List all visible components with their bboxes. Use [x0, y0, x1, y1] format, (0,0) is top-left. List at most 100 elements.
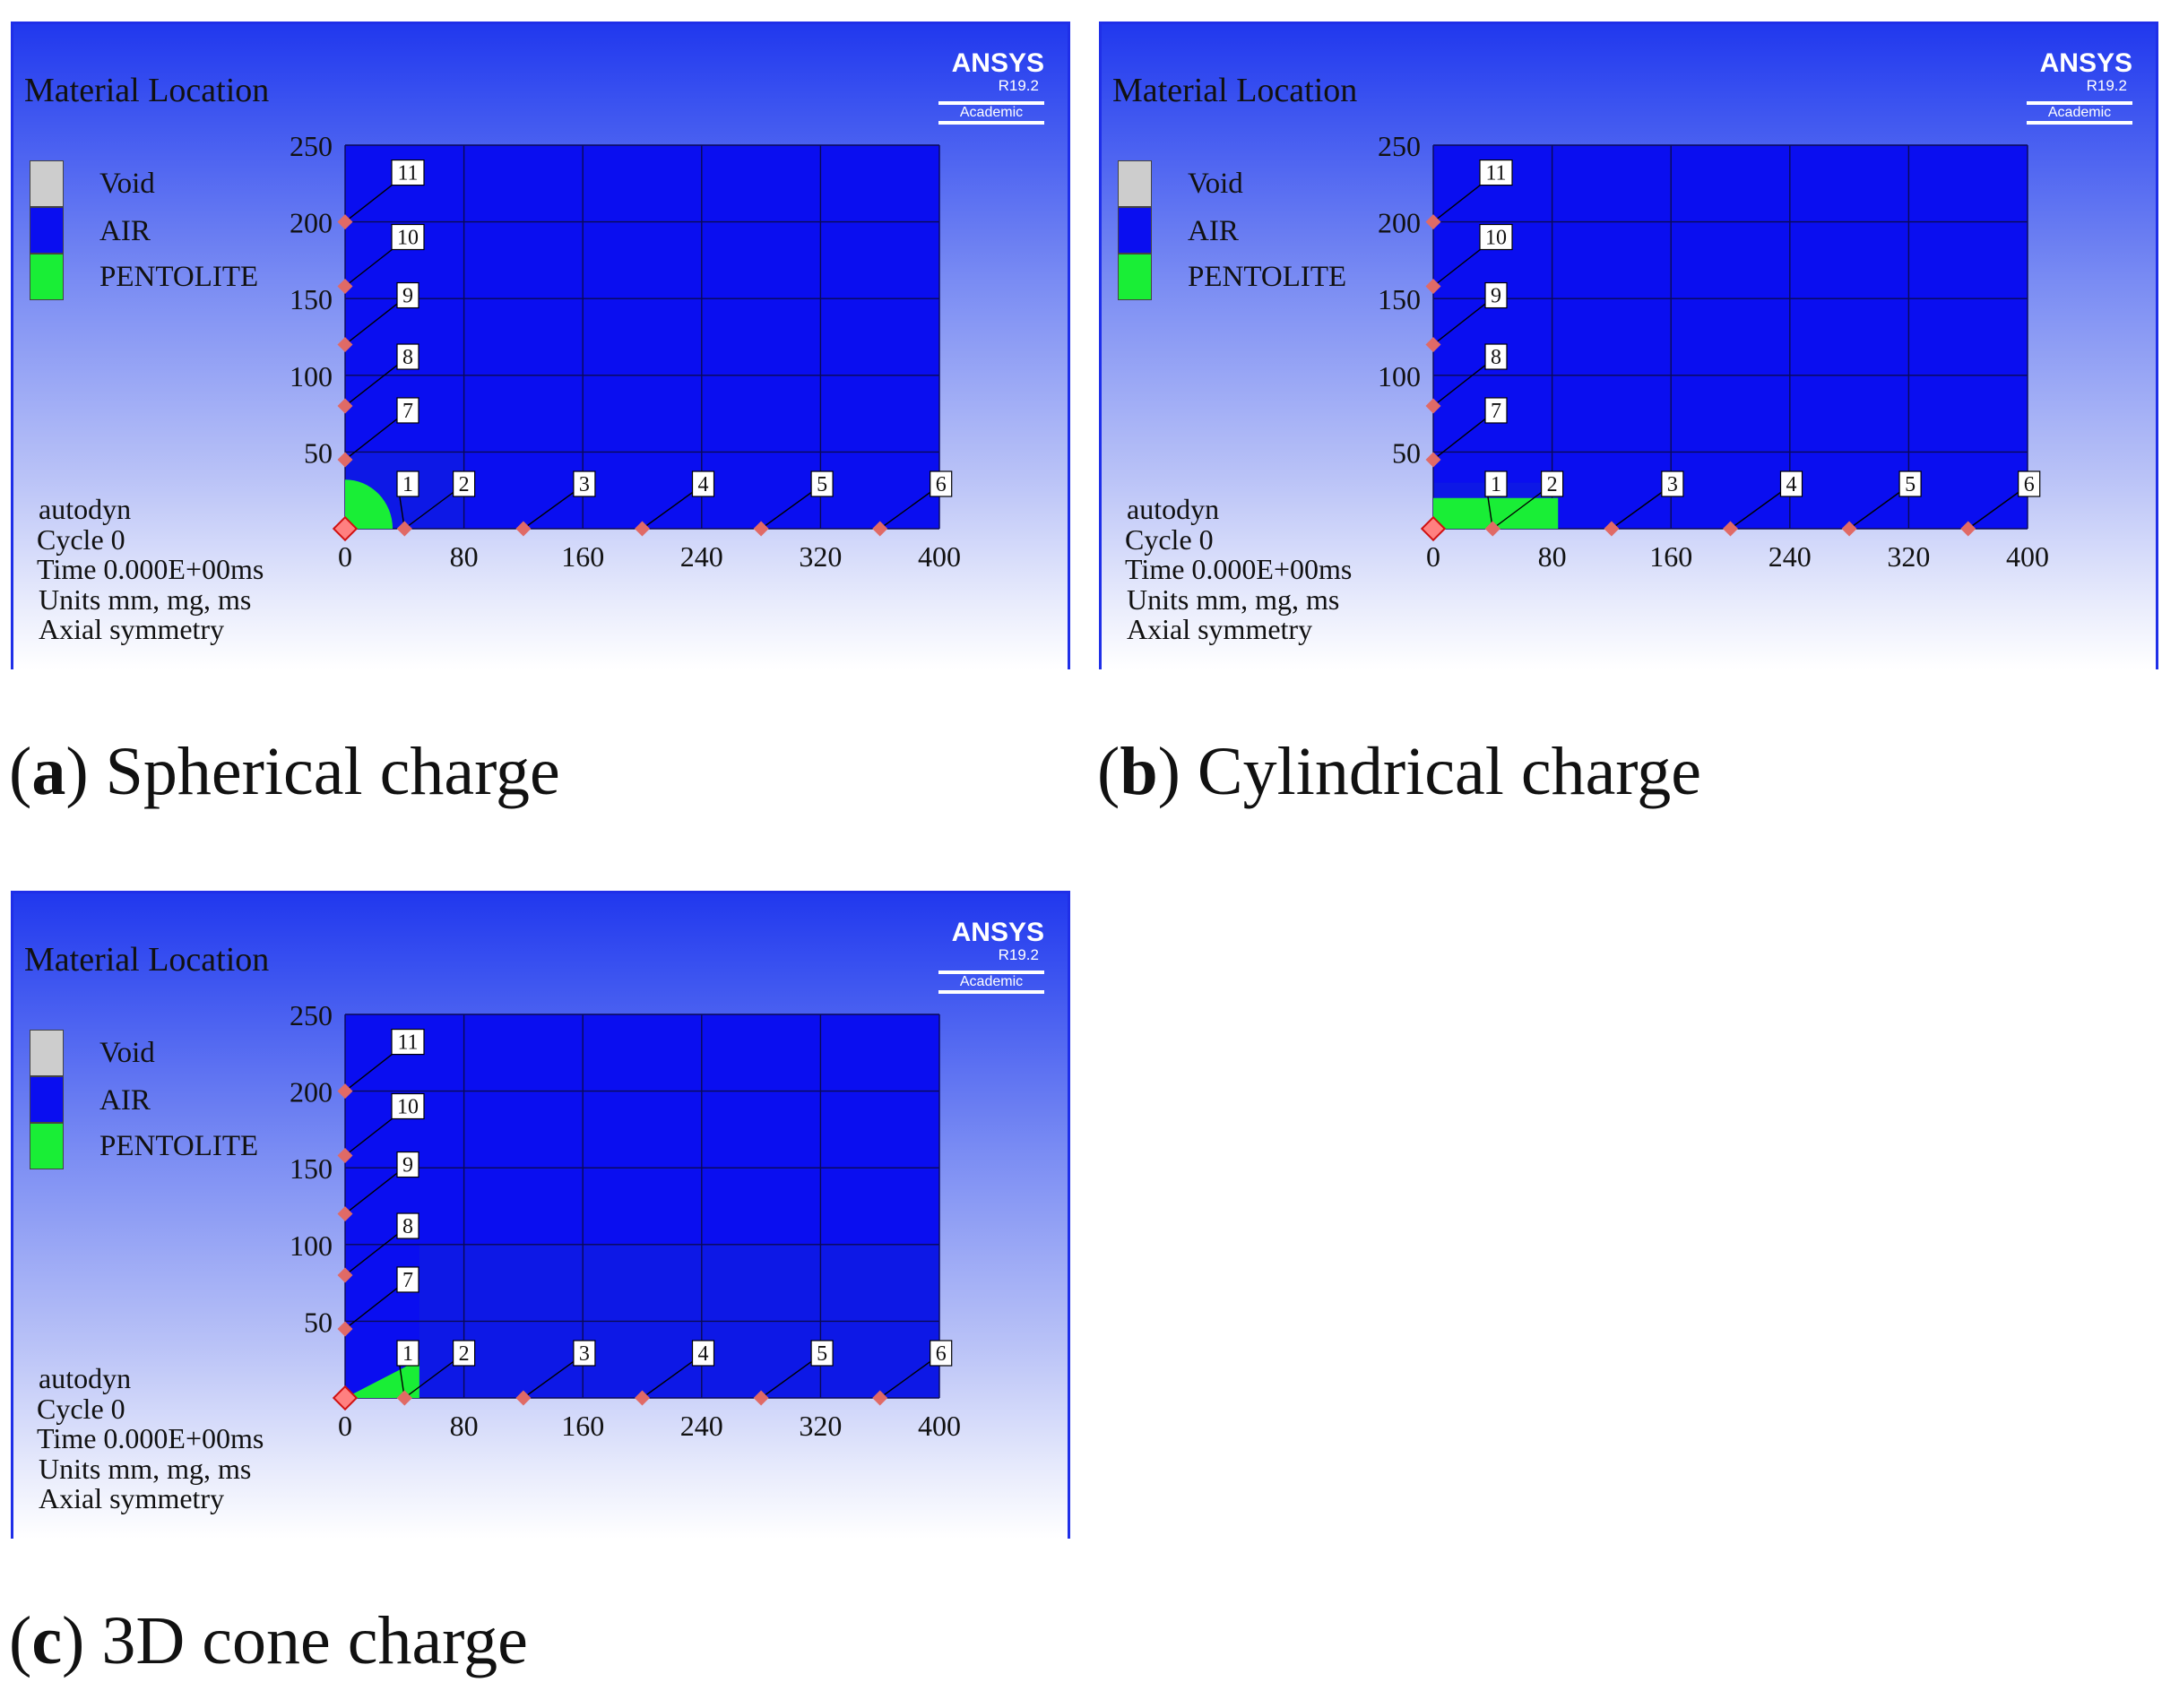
y-tick-label: 200 — [290, 1076, 333, 1108]
info-time: Time 0.000E+00ms — [37, 1422, 264, 1454]
gauge-label-box — [2018, 470, 2041, 497]
gauge-label-box — [396, 1340, 419, 1367]
gauge-leader — [1492, 490, 1544, 530]
gauge-label: 7 — [402, 1269, 413, 1292]
gauge-leader — [1967, 490, 2021, 530]
gauge-label-box — [1484, 470, 1508, 497]
ansys-logo: ANSYS R19.2 Academic — [938, 49, 1044, 125]
logo-version: R19.2 — [998, 77, 1039, 94]
caption-letter: a — [31, 734, 66, 809]
info-symmetry: Axial symmetry — [1127, 613, 1313, 645]
x-tick-label: 160 — [561, 1410, 604, 1442]
y-tick-label: 200 — [1378, 207, 1421, 239]
gauge-leader — [344, 1048, 400, 1092]
ansys-logo: ANSYS R19.2 Academic — [2027, 49, 2132, 125]
gauge-label: 2 — [459, 473, 470, 496]
gauge-leader — [344, 417, 400, 461]
legend-label-air: AIR — [99, 215, 151, 247]
gauge-label-box — [1898, 470, 1922, 497]
info-solver: autodyn — [39, 493, 132, 525]
y-tick-label: 150 — [290, 1152, 333, 1185]
gauge-label-box — [396, 343, 419, 370]
gauge-marker — [337, 1083, 353, 1100]
x-tick-label: 400 — [918, 540, 961, 573]
gauge-marker — [515, 521, 532, 537]
logo-edition: Academic — [959, 105, 1024, 120]
gauge-label: 11 — [397, 1031, 418, 1055]
gauge-marker — [515, 1390, 532, 1406]
plot-b: 0 80 160 240 320 400 50 100 150 200 250 1 2 3 4 5 6 7 8 9 10… — [1378, 130, 2049, 573]
gauge-label: 8 — [402, 346, 413, 369]
gauge-leader — [344, 179, 400, 223]
info-time: Time 0.000E+00ms — [37, 553, 264, 585]
plot-c: 0 80 160 240 320 400 50 100 150 200 250 1 2 3 4 5 6 7 8 9 10… — [290, 999, 961, 1442]
gauge-label-box — [691, 1340, 715, 1367]
gauge-label: 3 — [1667, 473, 1678, 496]
gauge-marker — [753, 521, 769, 537]
x-tick-label: 400 — [2006, 540, 2049, 573]
gauge-leader — [344, 1286, 400, 1330]
gauge-label-box — [396, 397, 419, 424]
gauge-label-box — [573, 1340, 596, 1367]
gauge-marker — [337, 398, 353, 414]
gauge-label: 9 — [402, 285, 413, 308]
y-tick-label: 250 — [290, 999, 333, 1031]
x-tick-label: 0 — [338, 540, 352, 573]
gauge-label: 9 — [1491, 285, 1501, 308]
gauge-leader — [1432, 302, 1488, 346]
y-tick-label: 100 — [290, 1229, 333, 1262]
gauge-label: 4 — [1786, 473, 1797, 496]
gauge-leader — [523, 490, 576, 530]
legend-label-pentolite: PENTOLITE — [1188, 261, 1347, 293]
gauge-label-box — [1541, 470, 1564, 497]
y-tick-label: 150 — [290, 283, 333, 315]
caption-text: Cylindrical charge — [1197, 734, 1701, 809]
gauge-label: 8 — [402, 1215, 413, 1238]
gauge-leader — [760, 490, 814, 530]
gauge-marker — [337, 337, 353, 353]
info-solver: autodyn — [1127, 493, 1220, 525]
gauge-marker — [1604, 521, 1620, 537]
gauge-label: 5 — [817, 473, 827, 496]
gauge-label: 1 — [1491, 473, 1501, 496]
gauge-label: 7 — [402, 400, 413, 423]
gauge-leader — [344, 1112, 400, 1157]
x-tick-label: 320 — [1887, 540, 1930, 573]
gauge-label: 5 — [817, 1342, 827, 1366]
gauge-label-box — [391, 160, 425, 186]
gauge-label: 4 — [698, 1342, 709, 1366]
gauge-label-box — [396, 1212, 419, 1239]
gauge-label-box — [810, 470, 834, 497]
gauge-leader — [1432, 363, 1488, 407]
gauge-label-box — [396, 470, 419, 497]
gauge-label: 6 — [936, 1342, 947, 1366]
x-tick-label: 160 — [1649, 540, 1692, 573]
gauge-leader — [879, 490, 933, 530]
y-tick-label: 150 — [1378, 283, 1421, 315]
caption-text: Spherical charge — [105, 734, 560, 809]
info-units: Units mm, mg, ms — [39, 583, 252, 616]
legend-swatch-air — [30, 1076, 64, 1123]
gauge-marker — [1723, 521, 1738, 537]
gauge-label: 6 — [936, 473, 947, 496]
gauge-leader — [403, 1359, 456, 1399]
gauge-label-box — [396, 1151, 419, 1178]
info-cycle: Cycle 0 — [37, 523, 125, 556]
gauge-label-box — [810, 1340, 834, 1367]
gauge-label-box — [391, 1029, 425, 1056]
gauge-label: 1 — [402, 473, 413, 496]
x-tick-label: 80 — [450, 540, 479, 573]
plot-a: 0 80 160 240 320 400 50 100 150 200 250 1 2 3 4 5 6 7 8 9 10… — [290, 130, 961, 573]
y-tick-label: 100 — [290, 360, 333, 392]
gauge-label-box — [391, 223, 425, 251]
y-tick-label: 50 — [304, 436, 333, 469]
gauge-marker — [635, 1390, 650, 1406]
gauge-label-box — [453, 470, 476, 497]
legend-label-pentolite: PENTOLITE — [99, 261, 259, 293]
gauge-label-box — [391, 1092, 425, 1120]
caption-b: (b) Cylindrical charge — [1097, 734, 1701, 809]
gauge-marker — [872, 521, 888, 537]
origin-marker — [332, 1385, 359, 1411]
panel-b: 0 80 160 240 320 400 50 100 150 200 250 1 2 3 4 5 6 7 8 9 10… — [1099, 22, 2158, 669]
gauge-leader — [523, 1359, 576, 1399]
